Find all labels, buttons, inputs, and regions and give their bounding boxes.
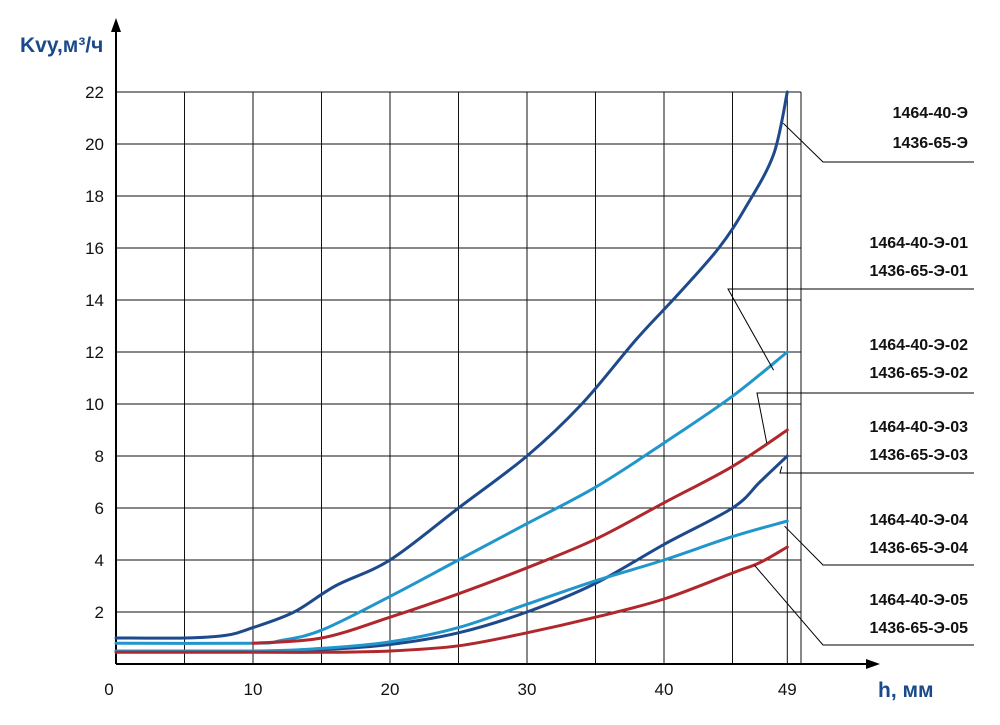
series-line-6 (114, 545, 789, 654)
series-label-5-a: 1464-40-Э-04 (869, 512, 968, 529)
y-tick-label: 4 (95, 551, 104, 570)
tick-labels: 2 4 6 8 10 12 14 16 18 20 22 10 20 30 40 49 (85, 83, 797, 699)
series-line-5 (114, 519, 789, 653)
x-axis-arrow (866, 659, 880, 669)
y-tick-label: 22 (85, 83, 104, 102)
y-tick-label: 12 (85, 343, 104, 362)
callout-line-6 (754, 564, 974, 646)
series-label-4-a: 1464-40-Э-03 (869, 419, 968, 436)
axes: 0 (104, 18, 880, 699)
series-label-1-b: 1436-65-Э (893, 135, 968, 152)
x-tick-label: 20 (381, 680, 400, 699)
legend: 1464-40-Э 1436-65-Э 1464-40-Э-01 1436-65-Э-… (727, 105, 974, 646)
series-line-2 (114, 350, 789, 645)
series-label-6-b: 1436-65-Э-05 (869, 620, 968, 637)
grid (116, 91, 802, 664)
y-tick-label: 18 (85, 187, 104, 206)
y-tick-label: 14 (85, 291, 104, 310)
series-label-2-b: 1436-65-Э-01 (869, 263, 968, 280)
y-axis-title: Kvy,м³/ч (20, 34, 103, 57)
callout-line-3 (756, 392, 974, 444)
series-line-1 (114, 90, 789, 640)
series-label-5-b: 1436-65-Э-04 (869, 540, 968, 557)
y-tick-label: 10 (85, 395, 104, 414)
series-label-1-a: 1464-40-Э (893, 105, 968, 122)
series-label-3-b: 1436-65-Э-02 (869, 365, 968, 382)
callout-line-1 (782, 122, 974, 163)
series-label-3-a: 1464-40-Э-02 (869, 337, 968, 354)
y-tick-label: 20 (85, 135, 104, 154)
y-tick-label: 2 (95, 603, 104, 622)
callout-line-5 (784, 525, 974, 566)
x-tick-label: 49 (778, 680, 797, 699)
y-tick-label: 16 (85, 239, 104, 258)
x-tick-label: 30 (518, 680, 537, 699)
x-axis-title: h, мм (878, 679, 934, 702)
y-tick-label: 6 (95, 499, 104, 518)
series-line-3 (251, 428, 789, 645)
y-axis-arrow (111, 18, 121, 32)
x-tick-label: 10 (244, 680, 263, 699)
y-tick-label: 8 (95, 447, 104, 466)
callout-line-4 (779, 466, 974, 474)
x-tick-label: 40 (655, 680, 674, 699)
y-axis-title-text: Kvy,м³/ч (20, 34, 103, 57)
series-label-2-a: 1464-40-Э-01 (869, 235, 968, 252)
origin-label: 0 (104, 680, 113, 699)
series-label-4-b: 1436-65-Э-03 (869, 447, 968, 464)
series-label-6-a: 1464-40-Э-05 (869, 592, 968, 609)
series (114, 90, 789, 654)
callout-line-2 (727, 288, 974, 371)
